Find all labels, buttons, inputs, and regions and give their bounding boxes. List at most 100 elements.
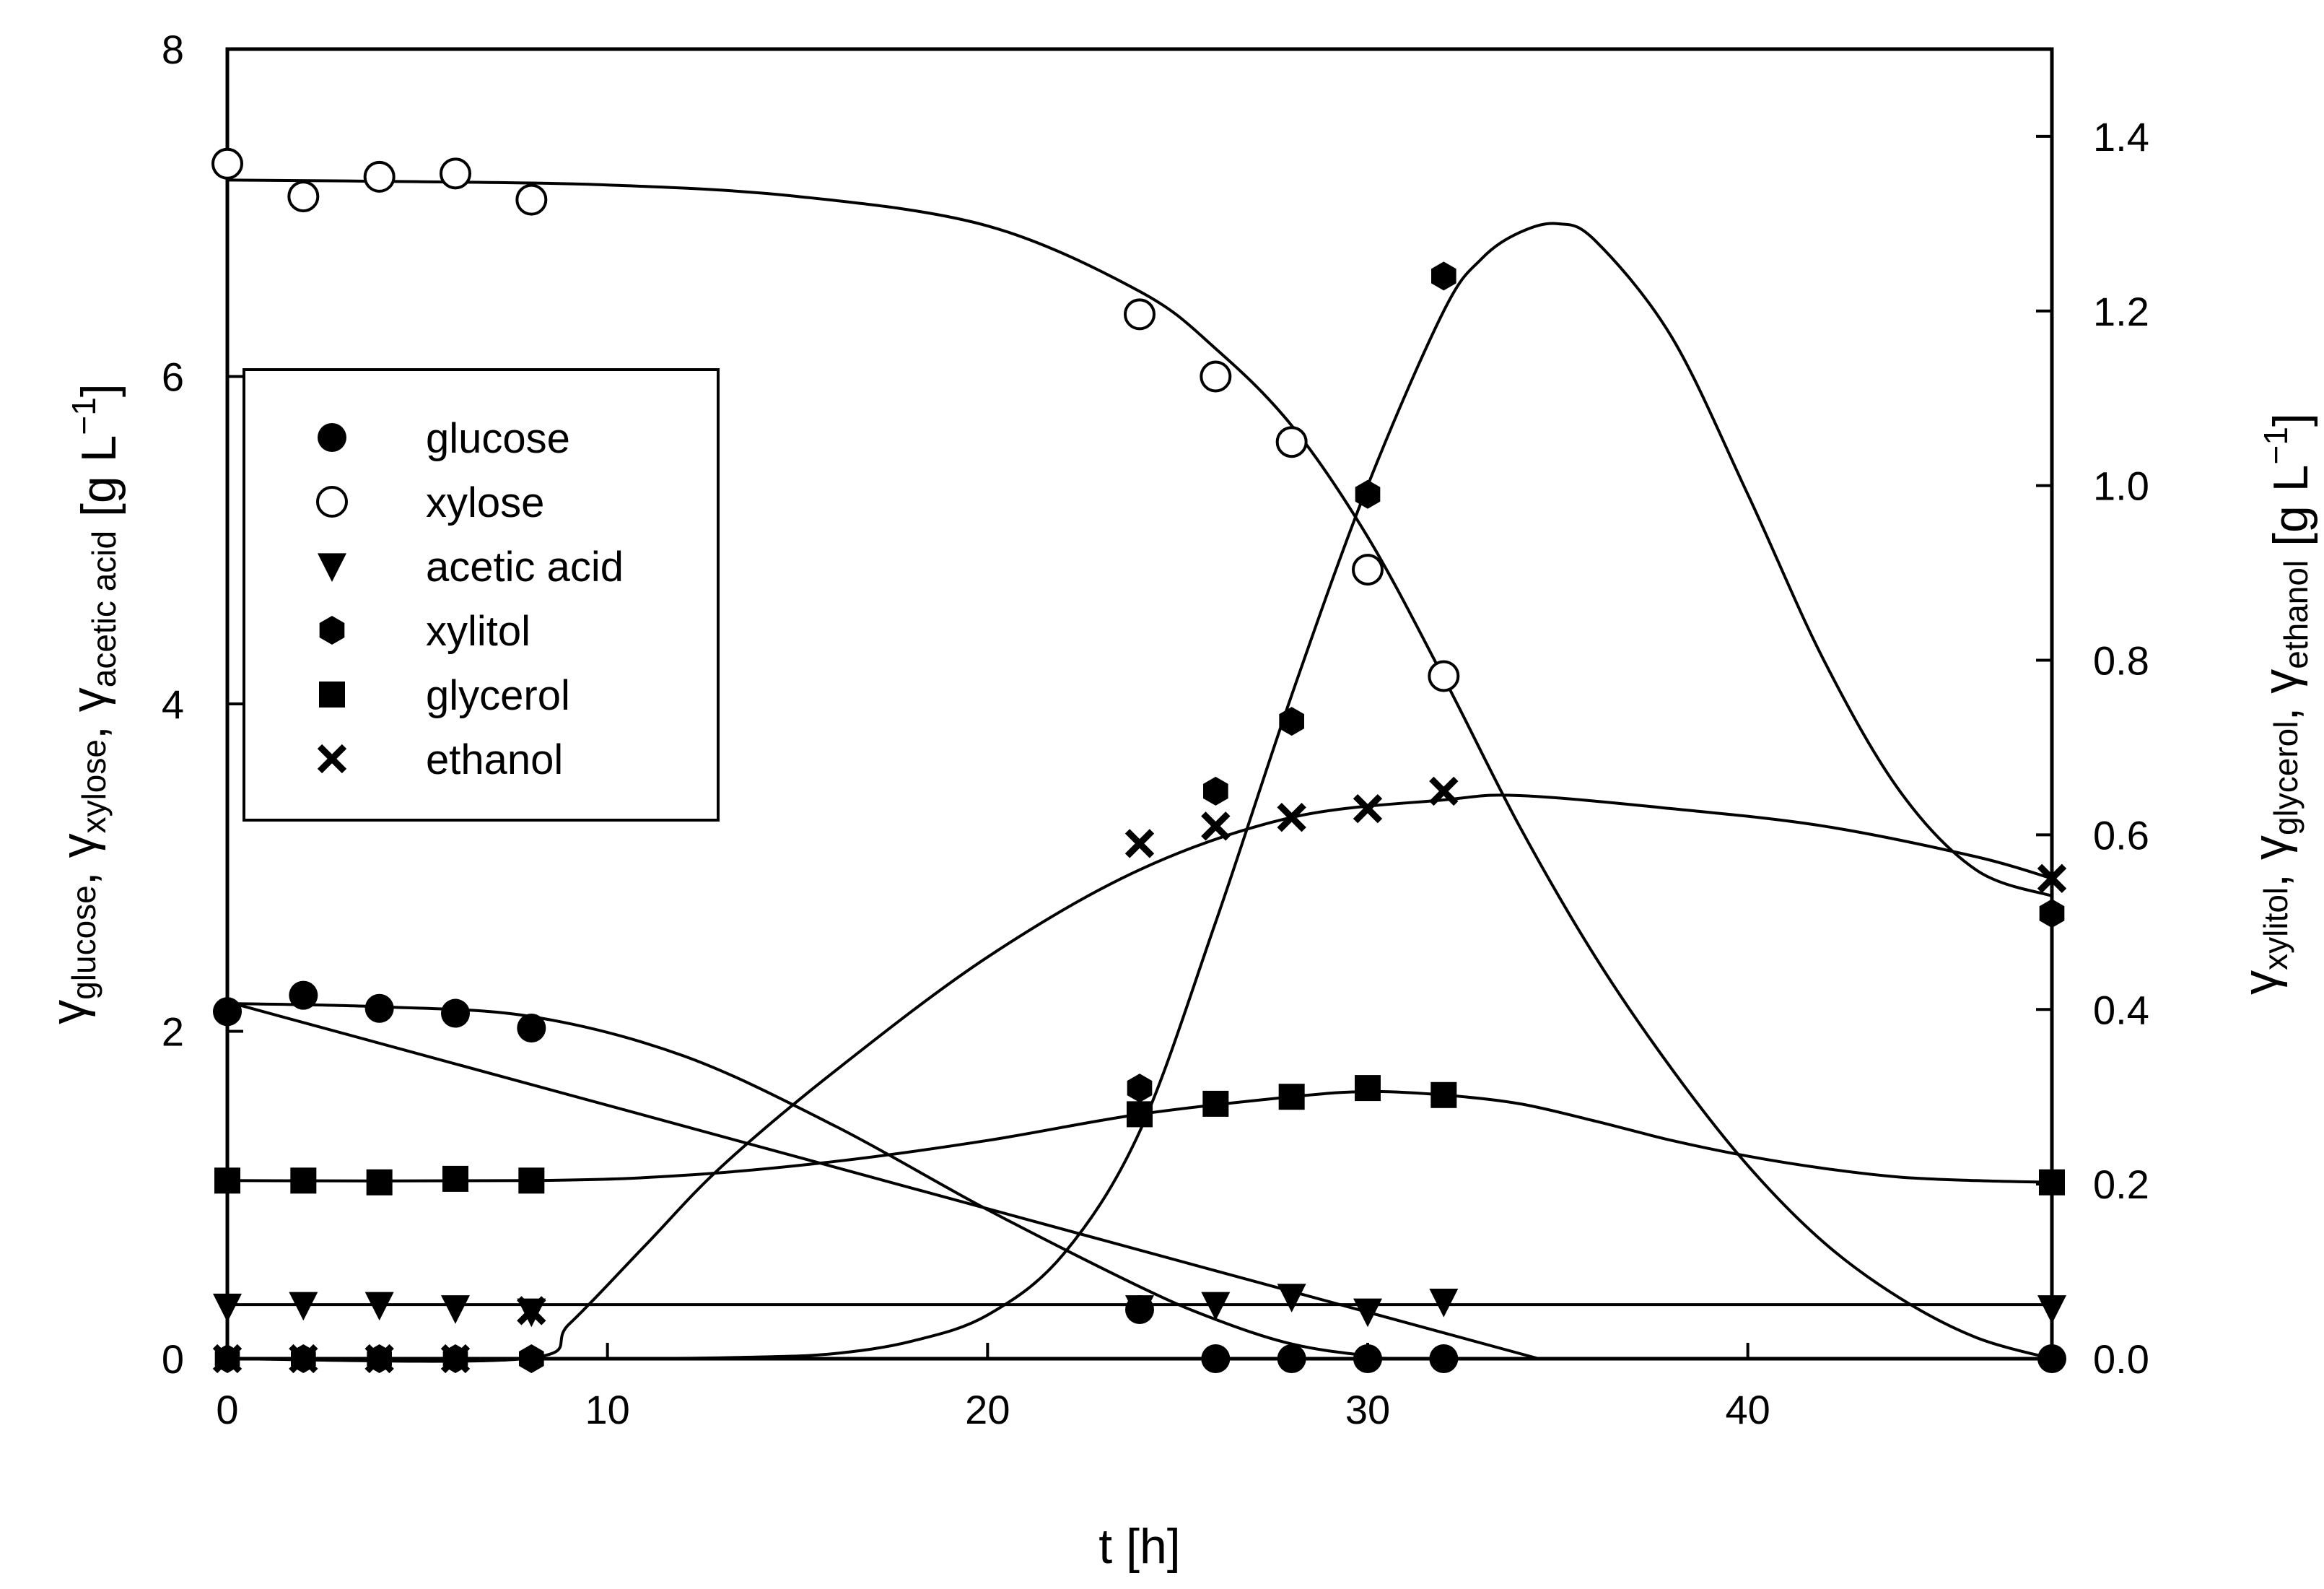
data-point-ethanol [1201, 811, 1231, 841]
data-point-glucose [289, 980, 318, 1010]
data-point-glucose [1353, 1344, 1382, 1373]
data-point-xylitol [1279, 707, 1304, 736]
legend: glucose xylose acetic acid xylitol glyce… [243, 368, 720, 822]
data-point-ethanol [1277, 803, 1306, 832]
data-point-glycerol [442, 1165, 468, 1192]
data-point-xylitol [1355, 479, 1381, 509]
data-point-glycerol [1355, 1075, 1381, 1102]
data-point-acetic-acid [213, 1293, 242, 1323]
legend-label-glucose: glucose [426, 415, 570, 462]
data-point-xylose [1428, 660, 1460, 692]
data-point-glucose [441, 998, 470, 1028]
data-point-xylose [1352, 554, 1384, 586]
data-point-ethanol [364, 1344, 394, 1374]
data-point-xylose [1124, 298, 1156, 331]
data-point-xylose [287, 180, 320, 213]
right-axis-ticks: 0.0 0.2 0.4 0.6 0.8 1.0 1.2 1.4 [2036, 114, 2149, 1382]
left-tick-label: 8 [162, 27, 184, 72]
data-point-glucose [213, 997, 242, 1027]
right-tick-label: 1.4 [2093, 114, 2149, 160]
data-point-acetic-acid [1201, 1292, 1231, 1321]
left-axis-ticks: 0 2 4 6 8 [162, 27, 243, 1382]
data-point-glucose [364, 993, 394, 1023]
left-tick-label: 6 [162, 354, 184, 400]
data-point-ethanol [212, 1344, 243, 1374]
data-point-acetic-acid [364, 1292, 394, 1321]
fit-curve-ethanol [227, 793, 2053, 1363]
data-point-glucose [1429, 1344, 1459, 1373]
right-tick-label: 0.8 [2093, 638, 2149, 684]
data-point-acetic-acid [2037, 1295, 2066, 1324]
data-point-glycerol [1202, 1090, 1229, 1117]
right-tick-label: 1.0 [2093, 463, 2149, 509]
data-point-xylose [1200, 360, 1232, 393]
left-tick-label: 0 [162, 1336, 184, 1382]
data-point-glycerol [214, 1167, 240, 1194]
data-point-acetic-acid [1429, 1289, 1459, 1318]
legend-label-glycerol: glycerol [426, 672, 570, 719]
legend-label-ethanol: ethanol [426, 736, 563, 783]
right-tick-label: 0.0 [2093, 1336, 2149, 1382]
data-point-acetic-acid [1277, 1284, 1306, 1312]
left-tick-label: 2 [162, 1009, 184, 1055]
data-point-acetic-acid [289, 1292, 318, 1321]
data-point-glucose [517, 1013, 546, 1042]
data-point-ethanol [1124, 829, 1155, 858]
legend-label-acetic-acid: acetic acid [426, 544, 624, 591]
data-markers [211, 147, 2067, 1374]
data-point-xylitol [519, 1344, 544, 1373]
data-point-glycerol [1430, 1081, 1457, 1108]
right-tick-label: 0.2 [2093, 1162, 2149, 1207]
x-tick-label: 40 [1726, 1387, 1770, 1432]
fit-curves [227, 178, 2053, 1363]
data-point-ethanol [289, 1344, 318, 1374]
right-tick-label: 1.2 [2093, 289, 2149, 334]
legend-marker-xylitol [319, 616, 345, 645]
fit-curve-xylose [227, 178, 2053, 1360]
x-tick-label: 10 [585, 1387, 630, 1432]
data-point-glucose [2037, 1344, 2066, 1373]
x-tick-label: 30 [1345, 1387, 1390, 1432]
data-point-xylitol [1127, 1074, 1153, 1103]
data-point-glucose [1277, 1344, 1306, 1373]
legend-marker-glycerol [319, 682, 345, 708]
data-point-acetic-acid [441, 1295, 470, 1324]
right-tick-label: 0.4 [2093, 987, 2149, 1032]
data-point-glycerol [2039, 1169, 2065, 1196]
legend-marker-xylose [316, 486, 348, 518]
legend-markers [316, 423, 348, 774]
left-axis-title: γglucose, γxylose, γacetic acid [g L−1] [41, 383, 126, 1024]
data-point-xylose [1275, 426, 1308, 458]
data-point-ethanol [1353, 793, 1383, 824]
x-tick-label: 0 [216, 1387, 238, 1432]
data-point-glycerol [1127, 1101, 1153, 1128]
data-point-xylitol [1431, 261, 1456, 291]
data-point-ethanol [1429, 776, 1459, 806]
fit-curve-acetic-acid-2 [227, 1000, 1539, 1360]
data-point-glycerol [366, 1169, 393, 1196]
data-point-xylose [515, 183, 548, 216]
data-point-xylose [363, 160, 396, 193]
data-point-xylitol [1203, 776, 1228, 806]
data-point-xylose [440, 157, 471, 190]
legend-marker-glucose [318, 423, 346, 452]
legend-label-xylose: xylose [426, 479, 544, 526]
fit-curve-xylitol [227, 222, 2053, 1361]
data-point-acetic-acid [1353, 1298, 1382, 1328]
data-point-ethanol [517, 1296, 546, 1325]
data-point-ethanol [440, 1344, 471, 1374]
data-point-glycerol [290, 1167, 317, 1194]
data-point-xylitol [2039, 899, 2065, 928]
data-point-ethanol [2037, 863, 2067, 894]
legend-marker-acetic-acid [318, 553, 346, 582]
left-tick-label: 4 [162, 682, 184, 727]
right-axis-title: γxylitol, γglycerol, γethanol [g L−1] [2233, 413, 2318, 995]
data-point-glycerol [1278, 1084, 1305, 1110]
data-point-glycerol [518, 1167, 545, 1194]
right-tick-label: 0.6 [2093, 812, 2149, 858]
data-point-acetic-acid [1125, 1295, 1154, 1324]
legend-marker-ethanol [317, 744, 347, 774]
legend-label-xylitol: xylitol [426, 608, 530, 655]
x-tick-label: 20 [965, 1387, 1010, 1432]
